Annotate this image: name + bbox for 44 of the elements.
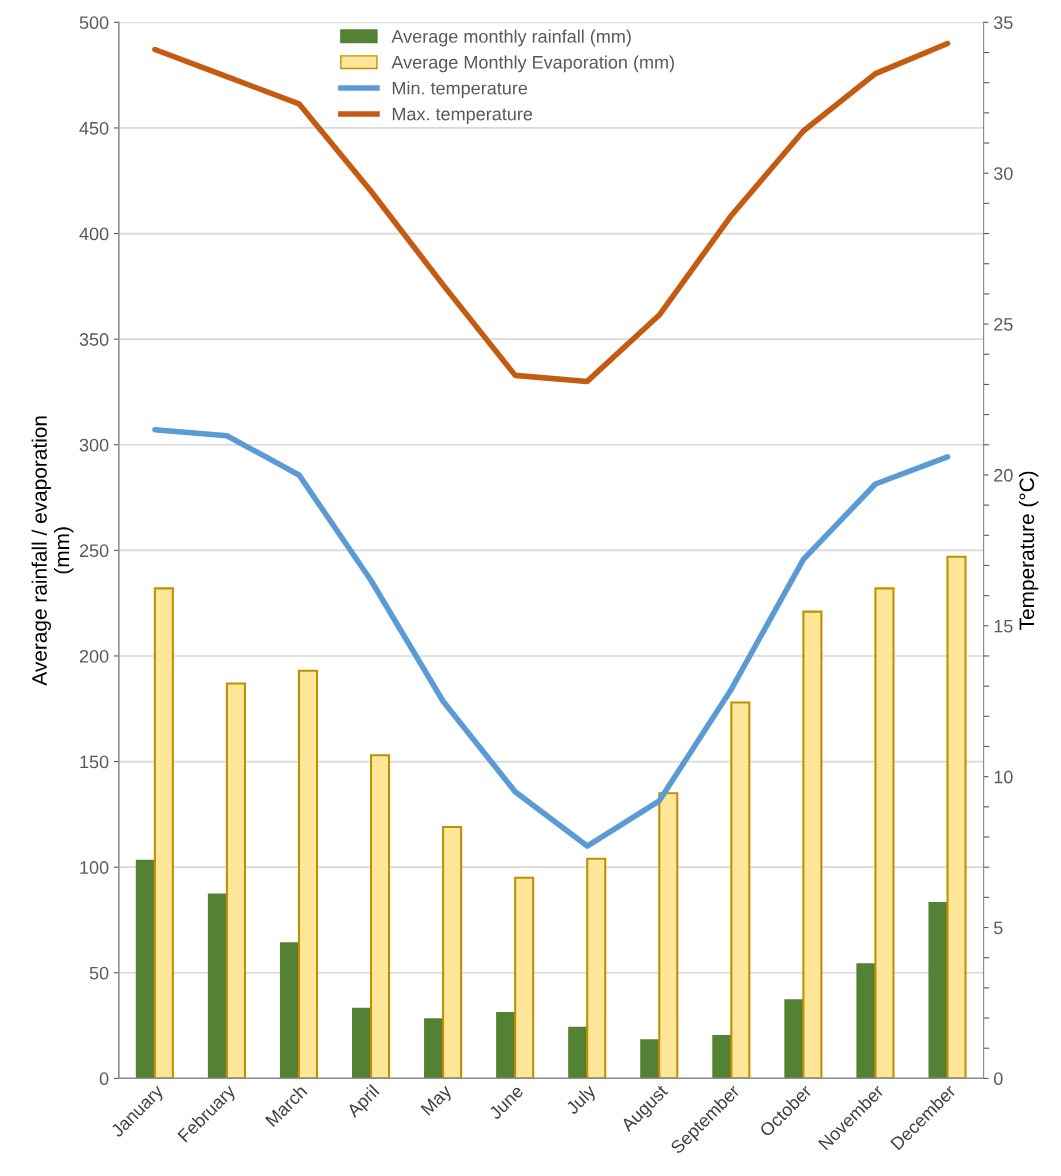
- legend-label: Max. temperature: [392, 107, 533, 124]
- bar: [153, 587, 174, 1079]
- bar: [586, 857, 607, 1079]
- y-tick-label: 450: [79, 121, 109, 135]
- y2-tick-label: 5: [993, 921, 1003, 935]
- bar: [514, 876, 535, 1079]
- y2-tick-label: 15: [994, 619, 1013, 633]
- bar: [856, 963, 877, 1079]
- y2-tick-label: 20: [994, 468, 1013, 482]
- y2-tick-label: 0: [993, 1072, 1003, 1086]
- y-tick-label: 350: [79, 333, 109, 346]
- legend-label: Average Monthly Evaporation (mm): [391, 55, 674, 73]
- x-tick-label: May: [420, 1083, 455, 1119]
- y2-tick-label: 35: [993, 16, 1013, 30]
- y-tick-label: 200: [79, 649, 109, 663]
- bar: [442, 826, 463, 1079]
- legend-label: Average monthly rainfall (mm): [391, 29, 631, 47]
- y2-tick-label: 25: [994, 318, 1013, 331]
- bar: [658, 792, 679, 1079]
- bar: [784, 999, 805, 1079]
- y-tick-label: 100: [80, 861, 109, 874]
- bar: [802, 610, 823, 1079]
- legend-label: Min. temperature: [392, 81, 528, 99]
- y-tick-label: 300: [79, 438, 109, 452]
- bar: [370, 754, 391, 1079]
- y-tick-label: 150: [80, 755, 109, 769]
- x-tick-label: July: [564, 1083, 600, 1118]
- bar: [424, 1018, 445, 1079]
- bar: [946, 555, 967, 1079]
- y2-axis-title: Temperature (°C): [1018, 471, 1039, 630]
- y-tick-label: 400: [79, 227, 109, 241]
- bar: [297, 669, 319, 1079]
- y-tick-label: 250: [79, 544, 109, 558]
- y2-tick-label: 30: [993, 167, 1013, 180]
- bar: [225, 682, 246, 1079]
- y-tick-label: 50: [89, 966, 109, 980]
- y2-tick-label: 10: [994, 770, 1013, 784]
- bar: [730, 701, 751, 1079]
- bar: [874, 587, 895, 1079]
- bar: [279, 942, 301, 1079]
- y-tick-label: 0: [99, 1072, 109, 1086]
- bar: [640, 1039, 661, 1079]
- y-tick-label: 500: [79, 16, 109, 30]
- y-axis-title: Average rainfall / evaporation (mm): [31, 416, 74, 686]
